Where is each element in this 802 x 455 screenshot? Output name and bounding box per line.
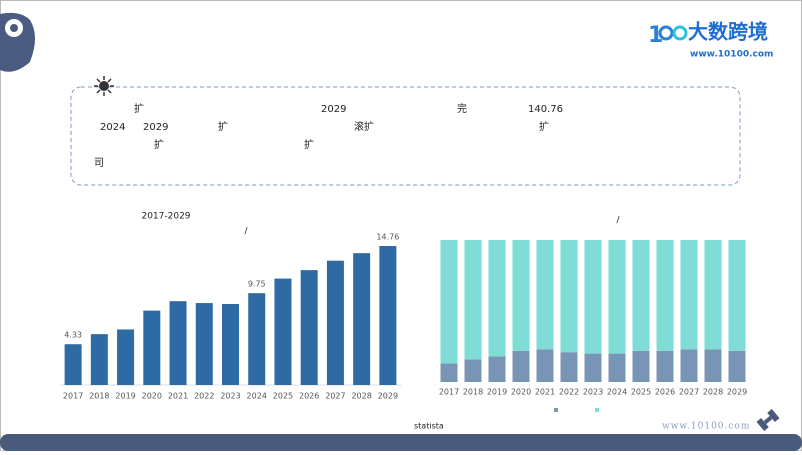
bar (117, 329, 135, 385)
data-label: 14.76 (376, 233, 399, 242)
x-tick-label: 2025 (273, 392, 293, 401)
data-label: 9.75 (248, 280, 266, 289)
x-tick-label: 2029 (727, 388, 747, 397)
text-fragment: 扩 (154, 138, 164, 151)
legend-swatch (595, 408, 599, 412)
dumbbell-icon (756, 408, 780, 432)
x-tick-label: 2025 (631, 388, 651, 397)
bar-segment (632, 350, 650, 382)
source: statista (414, 422, 444, 431)
bar (222, 304, 239, 385)
x-tick-label: 2019 (487, 388, 507, 397)
legend-swatch (554, 408, 558, 412)
logo-url: www.10100.com (690, 50, 773, 60)
bar-segment (584, 240, 602, 354)
x-tick-label: 2018 (463, 388, 483, 397)
text-fragment: 完 (457, 102, 467, 115)
bar (143, 310, 161, 385)
bar (353, 253, 371, 385)
x-tick-label: 2024 (247, 392, 267, 401)
x-tick-label: 2020 (142, 392, 162, 401)
text-fragment: 2024 (100, 122, 125, 133)
bar-segment (488, 240, 506, 357)
text-fragment: 扩 (539, 120, 549, 133)
bar-segment (656, 350, 674, 382)
x-tick-label: 2028 (351, 392, 371, 401)
bar (169, 301, 187, 385)
bar (326, 260, 344, 385)
x-tick-label: 2021 (535, 388, 555, 397)
bar-segment (680, 349, 698, 382)
x-tick-label: 2029 (378, 392, 398, 401)
logo-mark (672, 25, 688, 41)
chart-title: 2017-2029 (141, 212, 190, 222)
bar-segment (560, 352, 578, 382)
logo-name: 大数跨境 (688, 20, 768, 44)
footer-band (0, 434, 802, 451)
bar-segment (464, 240, 482, 360)
corner-decoration (10, 24, 18, 32)
text-fragment: 滚扩 (354, 120, 374, 133)
bar (64, 344, 82, 385)
bar-segment (632, 240, 650, 351)
text-fragment: 2029 (321, 104, 346, 115)
bar-segment (536, 240, 554, 350)
chart-subtitle: / (616, 216, 620, 226)
logo-mark: 1 (648, 23, 663, 48)
x-tick-label: 2018 (89, 392, 109, 401)
text-fragment: 司 (94, 158, 104, 169)
x-tick-label: 2026 (299, 392, 319, 401)
bar-segment (560, 240, 578, 353)
text-fragment: 140.76 (528, 104, 563, 115)
chart-subtitle: / (244, 227, 248, 237)
bar-segment (656, 240, 674, 351)
bar-segment (512, 240, 530, 351)
x-tick-label: 2022 (194, 392, 214, 401)
bar-segment (704, 349, 722, 382)
bar-segment (704, 240, 722, 350)
x-tick-label: 2023 (583, 388, 603, 397)
bar-segment (584, 353, 602, 382)
bar (90, 334, 108, 385)
x-tick-label: 2027 (325, 392, 345, 401)
bar-segment (728, 350, 746, 382)
x-tick-label: 2026 (655, 388, 675, 397)
bar-segment (680, 240, 698, 350)
logo-mark (658, 25, 674, 41)
x-tick-label: 2021 (168, 392, 188, 401)
bar-segment (608, 240, 626, 354)
x-tick-label: 2027 (679, 388, 699, 397)
bar (195, 303, 213, 385)
bar-segment (536, 349, 554, 382)
data-label: 4.33 (64, 331, 82, 340)
x-tick-label: 2017 (439, 388, 459, 397)
bar (379, 246, 397, 385)
text-fragment: 扩 (218, 120, 228, 133)
text-fragment: 2029 (143, 122, 168, 133)
x-tick-label: 2023 (220, 392, 240, 401)
x-tick-label: 2017 (63, 392, 83, 401)
bar (300, 270, 318, 385)
text-box (70, 86, 741, 186)
bar (248, 293, 266, 385)
text-fragment: 扩 (134, 102, 144, 115)
footer-url: www.10100.com (662, 422, 750, 432)
x-tick-label: 2022 (559, 388, 579, 397)
bar-segment (488, 356, 506, 382)
sun-icon (94, 76, 114, 96)
bar-segment (728, 240, 746, 351)
bar-segment (440, 363, 458, 382)
x-tick-label: 2028 (703, 388, 723, 397)
bar-segment (440, 240, 458, 364)
bar-segment (512, 350, 530, 382)
bar-segment (464, 359, 482, 382)
x-tick-label: 2024 (607, 388, 627, 397)
x-tick-label: 2019 (115, 392, 135, 401)
bar (274, 278, 292, 385)
text-fragment: 扩 (304, 138, 314, 151)
x-tick-label: 2020 (511, 388, 531, 397)
bar-segment (608, 353, 626, 382)
